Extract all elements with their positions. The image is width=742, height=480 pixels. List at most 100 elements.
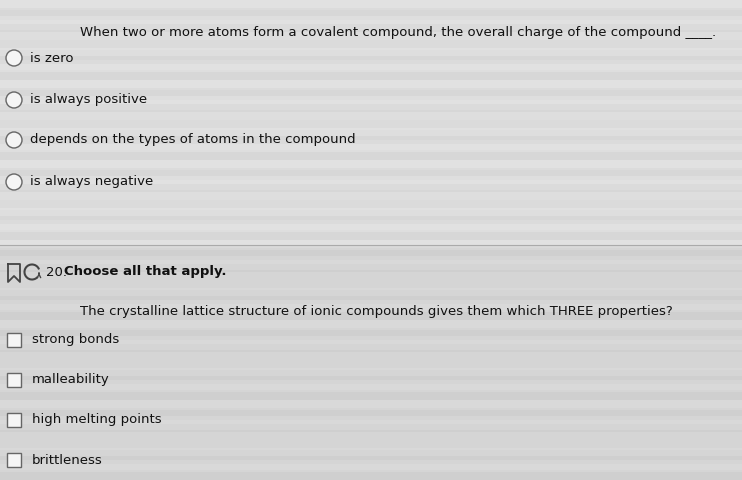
Bar	[0, 245, 742, 480]
Bar	[0, 340, 742, 350]
Text: strong bonds: strong bonds	[32, 334, 119, 347]
Bar	[0, 352, 742, 360]
Bar	[0, 0, 742, 8]
Bar	[0, 392, 742, 400]
Bar	[0, 380, 742, 390]
Text: Choose all that apply.: Choose all that apply.	[64, 265, 226, 278]
Bar	[0, 310, 742, 320]
Bar	[0, 360, 742, 370]
Bar	[0, 232, 742, 240]
Bar	[0, 260, 742, 270]
Bar	[7, 333, 21, 347]
Bar	[0, 432, 742, 440]
Bar	[0, 220, 742, 230]
Bar	[0, 304, 742, 312]
Bar	[0, 270, 742, 280]
Bar	[0, 96, 742, 104]
Circle shape	[6, 50, 22, 66]
Text: 20.: 20.	[46, 265, 67, 278]
Bar	[0, 56, 742, 64]
Bar	[0, 20, 742, 30]
Bar	[0, 472, 742, 480]
Bar	[0, 210, 742, 220]
Bar	[0, 408, 742, 416]
Bar	[0, 208, 742, 216]
Bar	[0, 8, 742, 16]
Bar	[0, 430, 742, 440]
Bar	[0, 144, 742, 152]
Bar	[0, 320, 742, 330]
Bar	[0, 104, 742, 112]
Bar	[0, 120, 742, 130]
Bar	[0, 330, 742, 340]
Bar	[0, 280, 742, 288]
Bar	[0, 248, 742, 256]
Bar	[0, 200, 742, 208]
Bar	[0, 176, 742, 184]
Bar	[0, 192, 742, 200]
Bar	[0, 464, 742, 472]
Bar	[0, 30, 742, 40]
Bar	[0, 384, 742, 392]
Bar	[0, 240, 742, 248]
Bar	[0, 376, 742, 384]
Text: high melting points: high melting points	[32, 413, 162, 427]
Bar	[0, 10, 742, 20]
Bar	[0, 250, 742, 260]
Bar	[0, 160, 742, 170]
Circle shape	[6, 92, 22, 108]
Bar	[0, 448, 742, 456]
Bar	[0, 16, 742, 24]
Bar	[0, 180, 742, 190]
Bar	[0, 0, 742, 10]
Bar	[0, 272, 742, 280]
Bar	[0, 370, 742, 380]
Bar	[0, 344, 742, 352]
Bar	[0, 32, 742, 40]
Bar	[0, 288, 742, 296]
Text: depends on the types of atoms in the compound: depends on the types of atoms in the com…	[30, 133, 355, 146]
Bar	[0, 230, 742, 240]
Text: When two or more atoms form a covalent compound, the overall charge of the compo: When two or more atoms form a covalent c…	[80, 26, 716, 39]
Bar	[0, 424, 742, 432]
Text: is zero: is zero	[30, 51, 73, 64]
Text: is always negative: is always negative	[30, 176, 154, 189]
Bar	[0, 440, 742, 448]
Bar	[0, 88, 742, 96]
Bar	[0, 350, 742, 360]
Bar	[0, 296, 742, 304]
Bar	[0, 410, 742, 420]
Bar	[0, 140, 742, 150]
Bar	[0, 80, 742, 88]
Bar	[0, 456, 742, 464]
Bar	[0, 70, 742, 80]
Bar	[0, 120, 742, 128]
Bar	[0, 40, 742, 48]
Bar	[0, 130, 742, 140]
Text: brittleness: brittleness	[32, 454, 102, 467]
Bar	[0, 150, 742, 160]
Bar	[0, 80, 742, 90]
Bar	[0, 24, 742, 32]
Bar	[0, 64, 742, 72]
Bar	[0, 0, 742, 245]
Bar	[7, 373, 21, 387]
Bar	[0, 360, 742, 368]
Bar	[0, 328, 742, 336]
Bar	[0, 460, 742, 470]
Bar	[0, 48, 742, 56]
Bar	[0, 50, 742, 60]
Bar	[0, 170, 742, 180]
Bar	[0, 224, 742, 232]
Bar	[0, 400, 742, 410]
Circle shape	[6, 174, 22, 190]
Bar	[0, 136, 742, 144]
Text: The crystalline lattice structure of ionic compounds gives them which THREE prop: The crystalline lattice structure of ion…	[80, 305, 673, 318]
Bar	[0, 400, 742, 408]
Bar	[0, 168, 742, 176]
Circle shape	[6, 132, 22, 148]
Bar	[0, 240, 742, 250]
Bar	[0, 152, 742, 160]
Bar	[0, 184, 742, 192]
Text: is always positive: is always positive	[30, 94, 147, 107]
